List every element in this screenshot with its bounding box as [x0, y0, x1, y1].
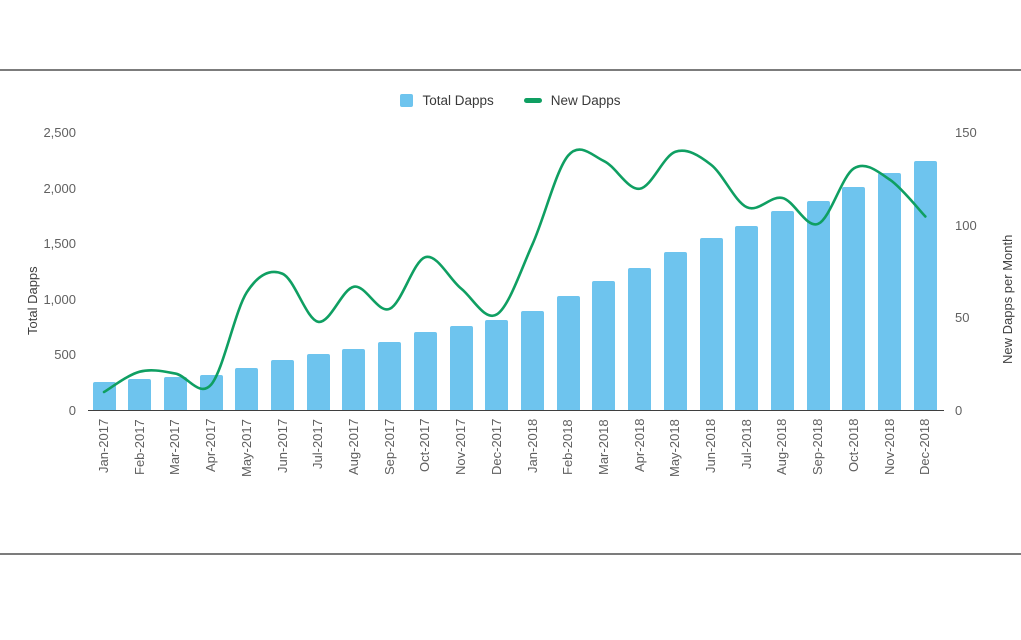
bar-Jul-2018[interactable]: [735, 225, 759, 411]
right-axis-tick: 100: [955, 217, 977, 233]
chart-legend: Total Dapps New Dapps: [0, 93, 1021, 108]
left-axis-tick: 2,500: [43, 125, 76, 141]
legend-item-new-dapps[interactable]: New Dapps: [523, 93, 621, 108]
bar-Oct-2018[interactable]: [842, 187, 866, 411]
left-axis-tick: 1,000: [43, 291, 76, 307]
bar-Nov-2017[interactable]: [449, 325, 473, 411]
total-dapps-swatch-icon: [400, 94, 414, 107]
bar-Feb-2017[interactable]: [128, 379, 152, 411]
bar-Aug-2017[interactable]: [342, 349, 366, 411]
left-axis-tick: 500: [54, 347, 76, 363]
legend-item-total-dapps[interactable]: Total Dapps: [400, 93, 494, 108]
bar-Jul-2017[interactable]: [306, 354, 330, 411]
legend-label-total-dapps: Total Dapps: [422, 93, 494, 108]
new-dapps-line-icon: [523, 98, 542, 103]
bar-Aug-2018[interactable]: [770, 211, 794, 411]
new-dapps-line[interactable]: [102, 148, 927, 394]
left-axis-tick: 1,500: [43, 236, 76, 252]
bar-Apr-2018[interactable]: [628, 268, 652, 411]
legend-label-new-dapps: New Dapps: [550, 93, 621, 108]
right-axis-tick: 150: [955, 125, 977, 141]
bar-Jun-2018[interactable]: [699, 237, 723, 411]
left-axis-title: Total Dapps: [24, 265, 40, 335]
bar-Sep-2017[interactable]: [378, 342, 402, 411]
right-axis-tick: 0: [955, 402, 963, 418]
bar-Jun-2017[interactable]: [271, 359, 295, 411]
bar-Nov-2018[interactable]: [878, 172, 902, 411]
bar-May-2018[interactable]: [663, 251, 687, 411]
bar-Feb-2018[interactable]: [556, 295, 580, 411]
bar-Dec-2018[interactable]: [913, 161, 937, 411]
right-axis-title: New Dapps per Month: [999, 234, 1015, 364]
right-axis-tick: 50: [955, 310, 970, 326]
top-divider: [0, 69, 1021, 71]
bar-Dec-2017[interactable]: [485, 320, 509, 411]
bar-May-2017[interactable]: [235, 367, 259, 411]
left-axis-tick: 2,000: [43, 180, 76, 196]
bar-Oct-2017[interactable]: [413, 332, 437, 411]
bottom-divider: [0, 553, 1021, 555]
x-axis-baseline: [88, 409, 944, 412]
bar-Sep-2018[interactable]: [806, 201, 830, 411]
bar-Mar-2018[interactable]: [592, 280, 616, 411]
bar-Jan-2018[interactable]: [521, 311, 545, 411]
left-axis-tick: 0: [68, 402, 76, 418]
bar-Mar-2017[interactable]: [163, 377, 187, 411]
bar-Apr-2017[interactable]: [199, 375, 223, 411]
